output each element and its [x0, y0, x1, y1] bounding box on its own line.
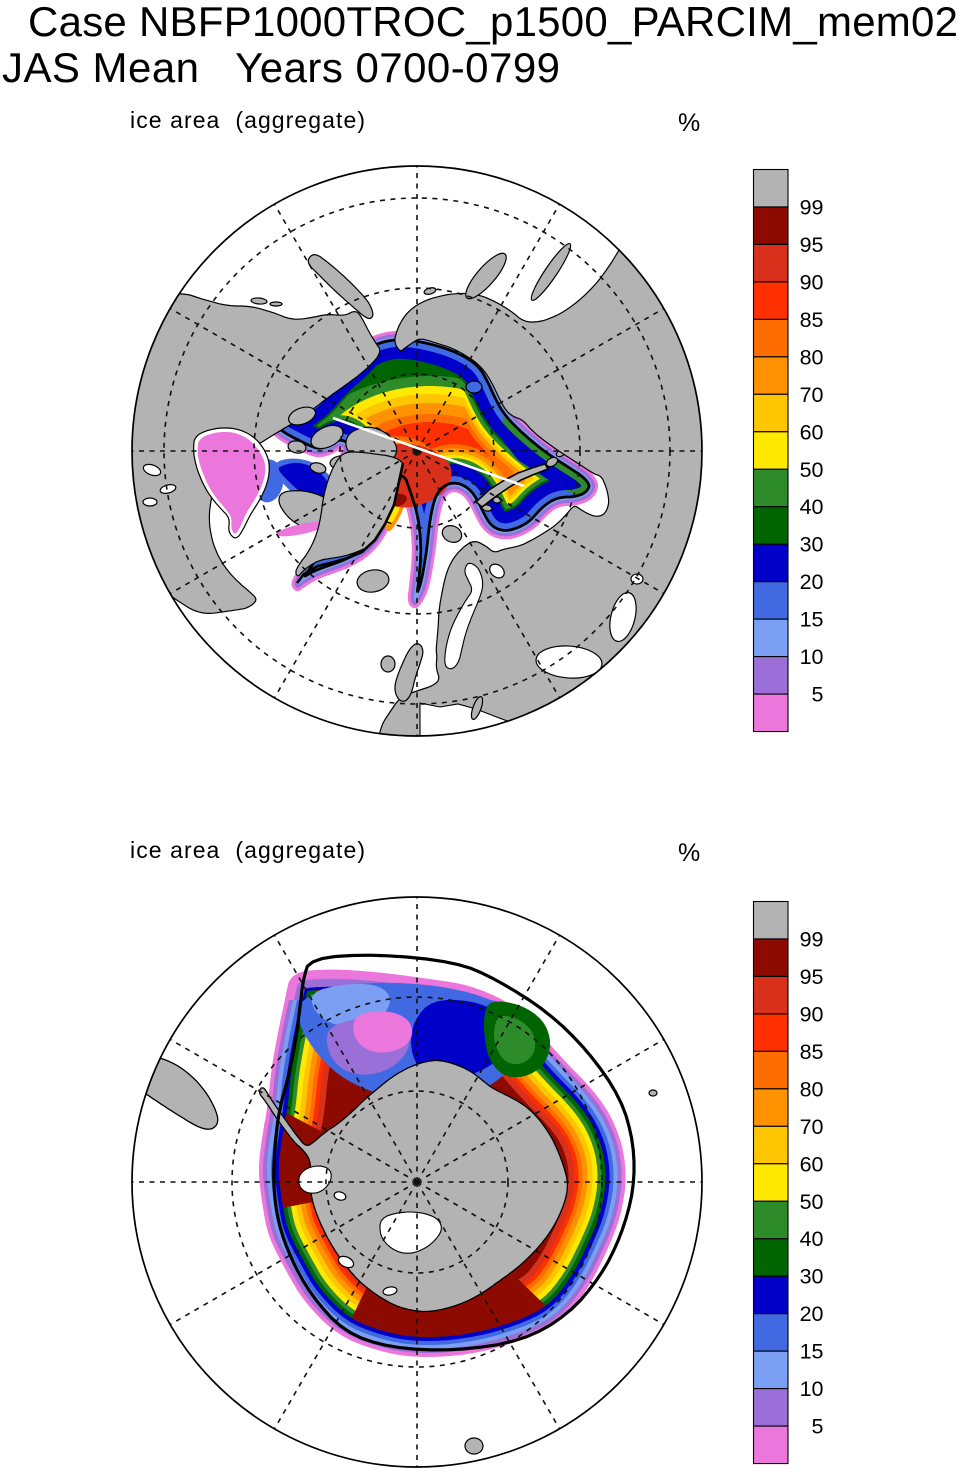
svg-text:30: 30: [800, 533, 824, 557]
svg-text:80: 80: [800, 345, 824, 369]
svg-text:15: 15: [800, 608, 824, 632]
svg-text:95: 95: [800, 233, 824, 257]
svg-text:40: 40: [800, 1227, 824, 1251]
svg-text:90: 90: [800, 1002, 824, 1026]
svg-text:99: 99: [800, 195, 824, 219]
svg-text:50: 50: [800, 458, 824, 482]
svg-text:85: 85: [800, 308, 824, 332]
svg-text:15: 15: [800, 1340, 824, 1364]
svg-text:70: 70: [800, 383, 824, 407]
svg-text:60: 60: [800, 1152, 824, 1176]
svg-text:20: 20: [800, 1302, 824, 1326]
svg-text:90: 90: [800, 270, 824, 294]
svg-text:50: 50: [800, 1190, 824, 1214]
svg-text:5: 5: [812, 1415, 824, 1439]
svg-text:10: 10: [800, 1377, 824, 1401]
svg-text:30: 30: [800, 1265, 824, 1289]
svg-text:40: 40: [800, 495, 824, 519]
svg-text:85: 85: [800, 1040, 824, 1064]
svg-text:ice area (aggregate): ice area (aggregate): [130, 107, 365, 133]
svg-text:10: 10: [800, 645, 824, 669]
svg-text:Case NBFP1000TROC_p1500_PARCIM: Case NBFP1000TROC_p1500_PARCIM_mem02: [28, 0, 958, 45]
svg-text:JAS Mean Years 0700-0799: JAS Mean Years 0700-0799: [2, 44, 560, 91]
svg-text:5: 5: [812, 683, 824, 707]
svg-text:%: %: [678, 109, 700, 137]
svg-text:80: 80: [800, 1077, 824, 1101]
svg-text:%: %: [678, 839, 700, 867]
svg-text:ice area (aggregate): ice area (aggregate): [130, 837, 365, 863]
svg-text:99: 99: [800, 927, 824, 951]
svg-text:20: 20: [800, 570, 824, 594]
svg-text:95: 95: [800, 965, 824, 989]
svg-text:60: 60: [800, 420, 824, 444]
svg-text:70: 70: [800, 1115, 824, 1139]
